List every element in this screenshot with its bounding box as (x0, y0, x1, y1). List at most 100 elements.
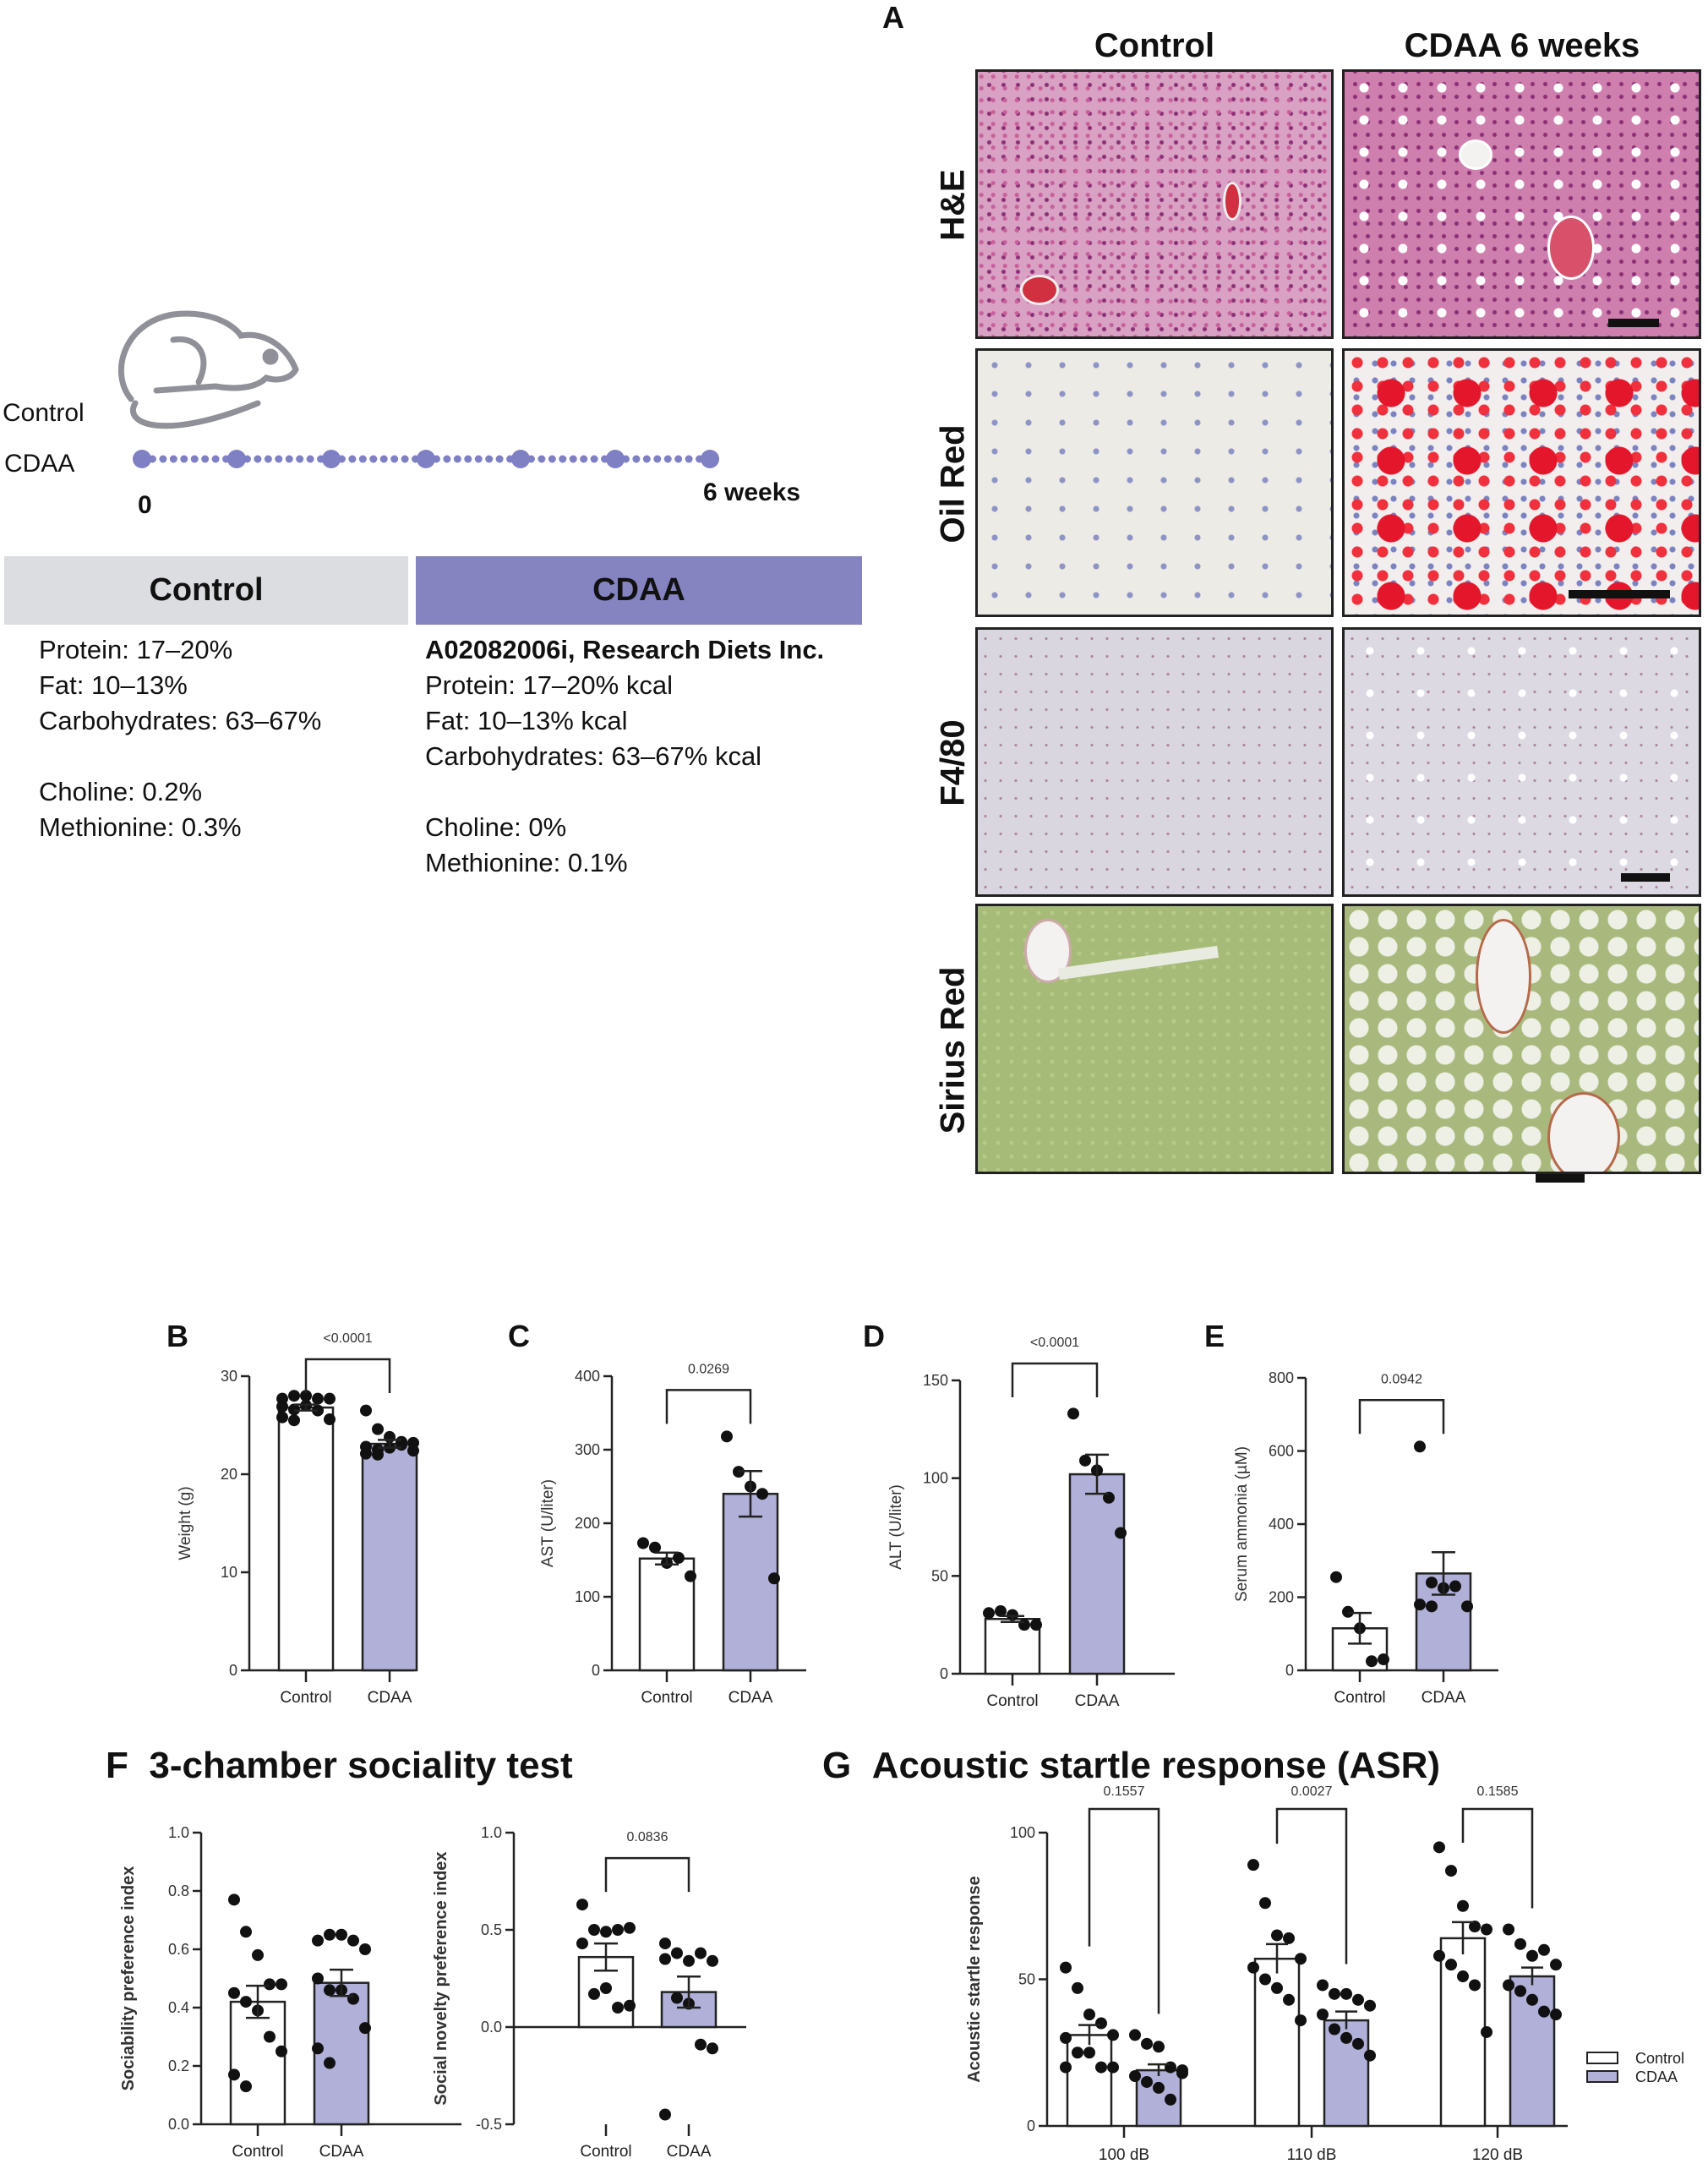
data-point (1176, 2064, 1188, 2077)
x-tick-label: Control (641, 1689, 692, 1707)
data-point (1107, 2029, 1119, 2041)
data-point (1526, 1949, 1538, 1962)
control-diet-header: Control (4, 556, 408, 625)
data-point (276, 2045, 287, 2057)
data-point (276, 1978, 287, 1991)
timeline-dot (264, 455, 272, 463)
panel-label-d: D (863, 1319, 885, 1353)
data-point (1445, 1865, 1457, 1877)
timeline-dot (254, 455, 262, 463)
timeline-dot (642, 455, 651, 463)
data-point (1550, 2008, 1562, 2021)
data-point (228, 1986, 240, 1999)
micrograph-sirius-red-control (975, 904, 1334, 1174)
timeline-dot (401, 455, 409, 463)
data-point (1317, 2008, 1329, 2021)
timeline-dot (390, 455, 399, 463)
y-tick-label: 0.6 (168, 1941, 189, 1958)
timeline-dot (243, 455, 251, 463)
data-point (372, 1448, 384, 1461)
panel-f-title: F 3-chamber sociality test (106, 1745, 573, 1787)
data-point (1083, 2047, 1095, 2059)
histology-column-cdaa: CDAA 6 weeks (1404, 27, 1640, 64)
x-tick-label: Control (1334, 1689, 1385, 1707)
data-point (1153, 2081, 1165, 2094)
data-point (685, 1570, 696, 1582)
timeline-week-marker (133, 450, 151, 468)
data-point (1340, 1987, 1352, 2000)
diet-item: Protein: 17–20% (39, 635, 233, 664)
y-axis-label: Weight (g) (177, 1486, 194, 1560)
p-value-label: 0.1557 (1104, 1784, 1145, 1799)
timeline-dot (559, 455, 567, 463)
data-point (1095, 2017, 1107, 2030)
y-tick-label: 0.0 (481, 2019, 502, 2036)
p-value-label: 0.0027 (1291, 1784, 1333, 1799)
y-tick-label: 30 (221, 1368, 237, 1385)
timeline-dot (379, 455, 388, 463)
timeline-dot (653, 455, 662, 463)
data-point (1295, 1953, 1307, 1965)
chart-c: 0 100 200 300 400 AST (U/liter) Control CDAA 0.0… (539, 1362, 806, 1707)
cdaa-diet-source: A02082006i, Research Diets Inc. (425, 635, 825, 664)
timeline-dot (485, 455, 494, 463)
x-tick-label: CDAA (728, 1689, 773, 1707)
data-point (1083, 2008, 1095, 2021)
diet-item: Protein: 17–20% kcal (425, 670, 673, 700)
data-point (624, 1921, 636, 1934)
x-tick-label: 110 dB (1287, 2146, 1337, 2164)
p-value-label: <0.0001 (323, 1331, 372, 1346)
timeline-week-marker (417, 450, 435, 468)
y-axis-label: Sociability preference index (119, 1866, 138, 2091)
bar-cdaa (722, 1492, 779, 1672)
data-point (695, 2038, 707, 2051)
data-point (1503, 1979, 1514, 1992)
timeline-dot (369, 455, 378, 463)
x-tick-label: Control (986, 1692, 1038, 1710)
timeline-dot (211, 455, 220, 463)
data-point (637, 1537, 649, 1549)
timeline-dot (663, 455, 672, 463)
control-diet-composition: Protein: 17–20% Fat: 10–13% Carbohydrates:… (39, 632, 321, 845)
data-point (1433, 1949, 1445, 1962)
y-tick-label: 0 (592, 1662, 600, 1679)
data-point (1129, 2029, 1141, 2041)
p-value-label: <0.0001 (1030, 1336, 1079, 1350)
timeline-dot (495, 455, 504, 463)
data-point (1538, 2005, 1550, 2018)
y-tick-label: 0 (940, 1665, 948, 1682)
diet-item: Methionine: 0.3% (39, 812, 242, 842)
timeline-week-marker (606, 450, 625, 468)
p-value-label: 0.0836 (627, 1830, 668, 1844)
data-point (1449, 1580, 1461, 1593)
data-point (1364, 2049, 1376, 2062)
bar-cdaa (313, 1981, 370, 2126)
data-point (240, 1926, 252, 1938)
significance-bracket (604, 1856, 690, 1893)
timeline (133, 450, 719, 468)
micrograph-oil-red-cdaa (1342, 348, 1701, 617)
data-point (359, 2022, 371, 2035)
timeline-label-cdaa: CDAA (4, 450, 75, 478)
data-point (264, 1978, 276, 1991)
timeline-dot (569, 455, 577, 463)
data-point (1095, 2061, 1107, 2074)
data-point (1018, 1619, 1030, 1631)
data-point (240, 1996, 252, 2008)
data-point (1414, 1440, 1426, 1453)
timeline-dot (169, 455, 177, 463)
data-point (649, 1541, 661, 1554)
y-tick-label: 50 (1018, 1971, 1035, 1988)
x-tick-label: CDAA (667, 2143, 712, 2161)
data-point (1340, 2031, 1352, 2044)
significance-bracket (1358, 1399, 1445, 1434)
timeline-label-control: Control (3, 399, 85, 427)
p-value-label: 0.1585 (1477, 1784, 1519, 1799)
data-point (1165, 2061, 1176, 2074)
data-point (1283, 1932, 1295, 1944)
timeline-dot (621, 455, 630, 463)
significance-bracket (304, 1358, 391, 1393)
data-point (659, 1953, 671, 1965)
